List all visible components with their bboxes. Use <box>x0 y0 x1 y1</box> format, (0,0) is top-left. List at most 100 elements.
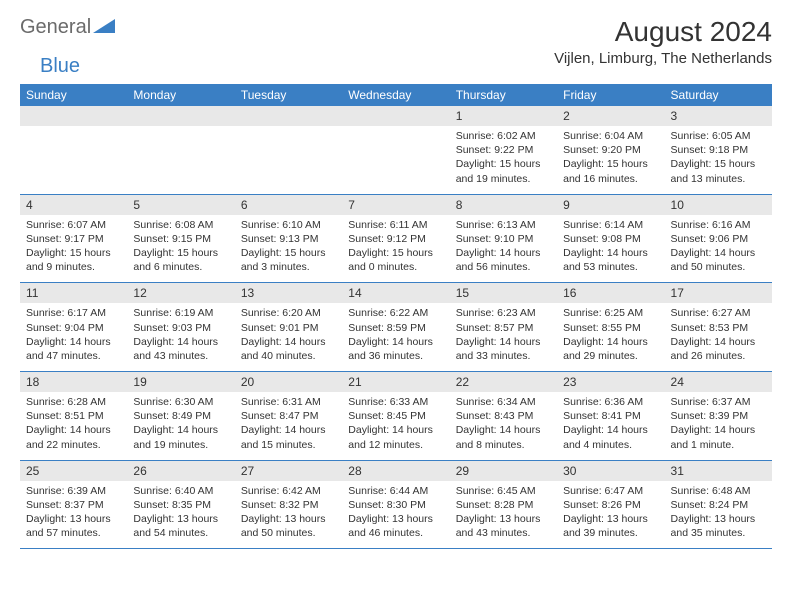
day-content-cell: Sunrise: 6:40 AMSunset: 8:35 PMDaylight:… <box>127 481 234 549</box>
day-content-cell: Sunrise: 6:28 AMSunset: 8:51 PMDaylight:… <box>20 392 127 460</box>
day-number: 10 <box>665 195 772 215</box>
day-content-cell: Sunrise: 6:44 AMSunset: 8:30 PMDaylight:… <box>342 481 449 549</box>
day-content: Sunrise: 6:45 AMSunset: 8:28 PMDaylight:… <box>450 481 557 549</box>
day-content-cell: Sunrise: 6:45 AMSunset: 8:28 PMDaylight:… <box>450 481 557 549</box>
day-content-cell: Sunrise: 6:39 AMSunset: 8:37 PMDaylight:… <box>20 481 127 549</box>
day-content-cell: Sunrise: 6:22 AMSunset: 8:59 PMDaylight:… <box>342 303 449 371</box>
day-number: 13 <box>235 283 342 303</box>
day-number: 21 <box>342 372 449 392</box>
location: Vijlen, Limburg, The Netherlands <box>554 50 772 67</box>
day-content <box>20 126 127 194</box>
day-content-cell: Sunrise: 6:17 AMSunset: 9:04 PMDaylight:… <box>20 303 127 371</box>
weekday-header: Thursday <box>450 84 557 106</box>
day-content: Sunrise: 6:23 AMSunset: 8:57 PMDaylight:… <box>450 303 557 371</box>
day-number-cell: 17 <box>665 283 772 304</box>
day-content: Sunrise: 6:08 AMSunset: 9:15 PMDaylight:… <box>127 215 234 283</box>
day-content-row: Sunrise: 6:28 AMSunset: 8:51 PMDaylight:… <box>20 392 772 460</box>
day-content-cell: Sunrise: 6:19 AMSunset: 9:03 PMDaylight:… <box>127 303 234 371</box>
weekday-header: Friday <box>557 84 664 106</box>
day-content: Sunrise: 6:48 AMSunset: 8:24 PMDaylight:… <box>665 481 772 549</box>
day-content-row: Sunrise: 6:39 AMSunset: 8:37 PMDaylight:… <box>20 481 772 549</box>
day-number: 20 <box>235 372 342 392</box>
day-number-cell: 27 <box>235 460 342 481</box>
day-content: Sunrise: 6:31 AMSunset: 8:47 PMDaylight:… <box>235 392 342 460</box>
day-number-row: 25262728293031 <box>20 460 772 481</box>
day-content-cell: Sunrise: 6:07 AMSunset: 9:17 PMDaylight:… <box>20 215 127 283</box>
day-content-cell: Sunrise: 6:11 AMSunset: 9:12 PMDaylight:… <box>342 215 449 283</box>
day-number: 11 <box>20 283 127 303</box>
day-content: Sunrise: 6:05 AMSunset: 9:18 PMDaylight:… <box>665 126 772 194</box>
logo-text-blue: Blue <box>40 55 80 77</box>
day-content: Sunrise: 6:27 AMSunset: 8:53 PMDaylight:… <box>665 303 772 371</box>
day-number: 16 <box>557 283 664 303</box>
day-content: Sunrise: 6:40 AMSunset: 8:35 PMDaylight:… <box>127 481 234 549</box>
day-content: Sunrise: 6:39 AMSunset: 8:37 PMDaylight:… <box>20 481 127 549</box>
day-content: Sunrise: 6:19 AMSunset: 9:03 PMDaylight:… <box>127 303 234 371</box>
day-number-cell: 9 <box>557 194 664 215</box>
day-number-cell: 15 <box>450 283 557 304</box>
day-content: Sunrise: 6:36 AMSunset: 8:41 PMDaylight:… <box>557 392 664 460</box>
day-number-cell: 3 <box>665 106 772 126</box>
day-content-row: Sunrise: 6:07 AMSunset: 9:17 PMDaylight:… <box>20 215 772 283</box>
day-number: 29 <box>450 461 557 481</box>
day-content: Sunrise: 6:17 AMSunset: 9:04 PMDaylight:… <box>20 303 127 371</box>
day-number-cell: 23 <box>557 372 664 393</box>
logo-text-general: General <box>20 16 91 39</box>
day-number-cell: 14 <box>342 283 449 304</box>
day-content-cell: Sunrise: 6:10 AMSunset: 9:13 PMDaylight:… <box>235 215 342 283</box>
logo: General <box>20 16 117 39</box>
day-content: Sunrise: 6:04 AMSunset: 9:20 PMDaylight:… <box>557 126 664 194</box>
day-number: 23 <box>557 372 664 392</box>
day-content: Sunrise: 6:16 AMSunset: 9:06 PMDaylight:… <box>665 215 772 283</box>
day-content-cell: Sunrise: 6:23 AMSunset: 8:57 PMDaylight:… <box>450 303 557 371</box>
weekday-header: Monday <box>127 84 234 106</box>
day-number-cell: 21 <box>342 372 449 393</box>
day-content: Sunrise: 6:44 AMSunset: 8:30 PMDaylight:… <box>342 481 449 549</box>
day-number: 3 <box>665 106 772 126</box>
day-content-row: Sunrise: 6:02 AMSunset: 9:22 PMDaylight:… <box>20 126 772 194</box>
title-block: August 2024 Vijlen, Limburg, The Netherl… <box>554 16 772 67</box>
day-number-row: 11121314151617 <box>20 283 772 304</box>
day-number: 14 <box>342 283 449 303</box>
weekday-header: Tuesday <box>235 84 342 106</box>
day-number-cell: 8 <box>450 194 557 215</box>
day-content-cell: Sunrise: 6:33 AMSunset: 8:45 PMDaylight:… <box>342 392 449 460</box>
day-content: Sunrise: 6:33 AMSunset: 8:45 PMDaylight:… <box>342 392 449 460</box>
day-number-cell: 20 <box>235 372 342 393</box>
day-number-cell: 10 <box>665 194 772 215</box>
day-number: 25 <box>20 461 127 481</box>
month-title: August 2024 <box>554 16 772 48</box>
day-content: Sunrise: 6:14 AMSunset: 9:08 PMDaylight:… <box>557 215 664 283</box>
day-content: Sunrise: 6:13 AMSunset: 9:10 PMDaylight:… <box>450 215 557 283</box>
day-number: 22 <box>450 372 557 392</box>
day-content: Sunrise: 6:22 AMSunset: 8:59 PMDaylight:… <box>342 303 449 371</box>
day-content-cell: Sunrise: 6:31 AMSunset: 8:47 PMDaylight:… <box>235 392 342 460</box>
day-number-cell: 12 <box>127 283 234 304</box>
day-number: 4 <box>20 195 127 215</box>
day-content: Sunrise: 6:34 AMSunset: 8:43 PMDaylight:… <box>450 392 557 460</box>
day-number: 8 <box>450 195 557 215</box>
day-number-row: 123 <box>20 106 772 126</box>
day-content: Sunrise: 6:37 AMSunset: 8:39 PMDaylight:… <box>665 392 772 460</box>
day-content-cell: Sunrise: 6:08 AMSunset: 9:15 PMDaylight:… <box>127 215 234 283</box>
day-content-cell: Sunrise: 6:47 AMSunset: 8:26 PMDaylight:… <box>557 481 664 549</box>
day-number-row: 45678910 <box>20 194 772 215</box>
day-number-cell: 18 <box>20 372 127 393</box>
weekday-header: Saturday <box>665 84 772 106</box>
day-number: 28 <box>342 461 449 481</box>
day-number-cell: 26 <box>127 460 234 481</box>
day-content-cell: Sunrise: 6:13 AMSunset: 9:10 PMDaylight:… <box>450 215 557 283</box>
day-content-cell: Sunrise: 6:04 AMSunset: 9:20 PMDaylight:… <box>557 126 664 194</box>
day-content-cell: Sunrise: 6:42 AMSunset: 8:32 PMDaylight:… <box>235 481 342 549</box>
day-content-cell: Sunrise: 6:25 AMSunset: 8:55 PMDaylight:… <box>557 303 664 371</box>
day-content-cell: Sunrise: 6:48 AMSunset: 8:24 PMDaylight:… <box>665 481 772 549</box>
day-content-cell <box>342 126 449 194</box>
day-number-cell: 19 <box>127 372 234 393</box>
day-content-cell: Sunrise: 6:30 AMSunset: 8:49 PMDaylight:… <box>127 392 234 460</box>
weekday-header-row: Sunday Monday Tuesday Wednesday Thursday… <box>20 84 772 106</box>
weekday-header: Wednesday <box>342 84 449 106</box>
day-content-cell <box>20 126 127 194</box>
day-number-cell: 31 <box>665 460 772 481</box>
day-number: 18 <box>20 372 127 392</box>
day-content: Sunrise: 6:02 AMSunset: 9:22 PMDaylight:… <box>450 126 557 194</box>
